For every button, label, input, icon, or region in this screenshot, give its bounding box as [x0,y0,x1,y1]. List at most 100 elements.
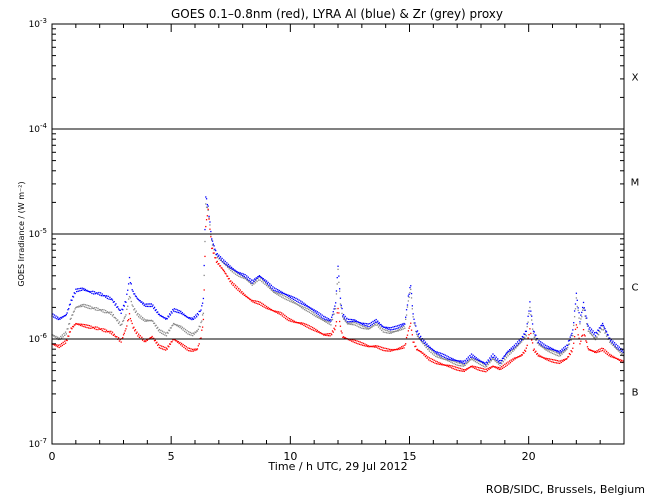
data-point [346,321,349,323]
data-point [155,309,157,311]
data-point [586,341,588,343]
data-point [267,306,269,309]
data-point [349,339,351,342]
data-point [208,217,210,219]
data-point [420,339,423,341]
data-point [292,319,294,322]
data-point [226,264,228,267]
data-point [380,348,382,351]
data-point [516,345,519,347]
data-point [106,311,109,313]
data-point [212,243,214,245]
data-point [279,311,281,313]
data-point [478,359,480,362]
data-point [313,309,315,311]
data-point [211,239,213,241]
data-point [173,323,176,325]
data-point [588,330,590,332]
data-point [304,323,306,325]
x-tick-label: 0 [49,450,56,463]
data-point [127,289,129,291]
reference-lines [52,128,624,340]
data-point [363,324,365,326]
data-point [131,289,133,291]
data-point [478,367,480,369]
data-point [578,317,580,319]
data-point [551,347,553,350]
data-point [334,308,336,310]
data-point [82,305,84,307]
data-point [304,304,306,306]
data-point [122,309,124,311]
data-point [587,348,589,350]
data-point [76,288,79,290]
data-point [180,325,182,327]
data-point [111,299,114,301]
data-point [59,318,61,320]
data-point [480,370,482,372]
data-point [183,313,185,315]
data-point [178,342,180,345]
data-point [257,300,260,303]
data-point [505,352,508,354]
data-point [585,315,587,317]
data-point [175,340,177,342]
data-point [401,347,404,350]
data-point [441,358,443,360]
data-point [560,352,562,354]
data-point [370,345,373,348]
data-point [296,322,299,324]
data-point [215,249,217,252]
data-point [602,347,605,350]
data-point [159,315,161,317]
data-point [87,324,89,326]
data-point [296,303,298,305]
data-point [459,367,462,370]
data-point [373,325,375,327]
data-point [195,348,197,350]
data-point [533,336,535,338]
data-point [184,328,187,331]
data-point [493,366,496,368]
data-point [394,348,396,351]
data-point [184,314,186,317]
data-point [125,328,127,330]
data-point [502,361,504,363]
data-point [539,343,541,345]
data-point [558,360,560,362]
data-point [280,312,283,314]
data-point [443,364,446,366]
data-point [404,327,406,329]
data-point [622,351,624,353]
data-point [345,337,347,340]
data-point [449,359,451,361]
data-point [470,356,472,358]
data-point [211,247,214,249]
data-point [298,304,300,306]
data-point [202,297,205,300]
data-point [295,297,297,299]
data-point [582,307,585,310]
data-point [511,360,513,362]
data-point [69,331,71,333]
data-point [97,307,99,309]
data-point [314,330,316,332]
data-point [179,341,181,344]
data-point [599,331,601,333]
data-point [73,310,75,312]
data-point [588,328,590,330]
data-point [518,355,520,358]
data-point [278,313,280,315]
data-point [494,358,496,360]
data-point [477,360,479,362]
data-point [139,335,141,337]
data-point [315,312,318,314]
data-point [105,312,108,314]
data-point [553,353,555,355]
data-point [94,293,97,295]
data-point [504,355,506,357]
data-point [366,325,369,327]
data-point [513,344,516,346]
data-point [105,331,107,333]
data-point [72,311,75,313]
